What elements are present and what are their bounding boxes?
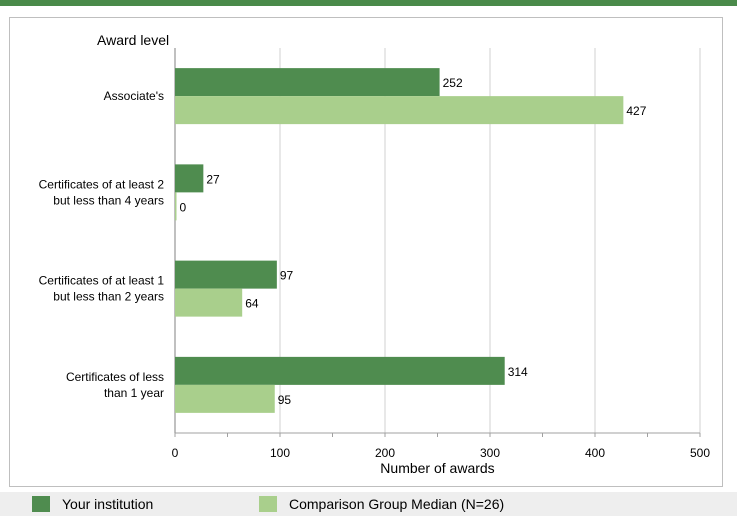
x-tick-label: 200 [375,446,395,460]
category-label: Certificates of less [66,370,164,384]
y-axis-title: Award level [97,32,170,48]
x-tick-label: 500 [690,446,710,460]
data-label: 64 [245,297,259,311]
bar-comparison-3 [175,384,275,413]
bar-your-institution-0 [175,68,440,97]
legend-swatch-your-institution [32,496,50,512]
bar-comparison-1 [175,192,177,221]
bar-comparison-2 [175,288,243,317]
bars [175,68,624,413]
category-label: but less than 2 years [53,290,164,304]
legend-item-your-institution: Your institution [32,496,153,512]
data-label: 95 [278,393,292,407]
labels: 0 100 200 300 400 500 Associate's 252 427 Certifi… [39,76,711,460]
category-label: Certificates of at least 2 [39,177,165,191]
data-label: 314 [508,365,528,379]
bar-comparison-0 [175,96,624,125]
data-label: 27 [206,172,220,186]
x-tick-label: 100 [270,446,290,460]
x-tick-label: 0 [172,446,179,460]
bar-your-institution-2 [175,260,277,289]
data-label: 0 [180,200,187,214]
legend: Your institution Comparison Group Median… [0,492,737,516]
bar-your-institution-1 [175,164,204,193]
category-label: Certificates of at least 1 [39,274,165,288]
x-tick-label: 300 [480,446,500,460]
data-label: 252 [443,76,463,90]
category-label: than 1 year [104,386,164,400]
legend-label-comparison-group: Comparison Group Median (N=26) [289,496,505,512]
top-accent-bar [0,0,737,6]
x-axis-title: Number of awards [380,460,495,476]
legend-swatch-comparison-group [259,496,277,512]
category-label: but less than 4 years [53,193,164,207]
x-tick-label: 400 [585,446,605,460]
category-label: Associate's [104,89,164,103]
legend-label-your-institution: Your institution [62,496,154,512]
bar-your-institution-3 [175,356,505,385]
data-label: 427 [626,104,646,118]
data-label: 97 [280,269,294,283]
legend-item-comparison-group: Comparison Group Median (N=26) [259,496,504,512]
